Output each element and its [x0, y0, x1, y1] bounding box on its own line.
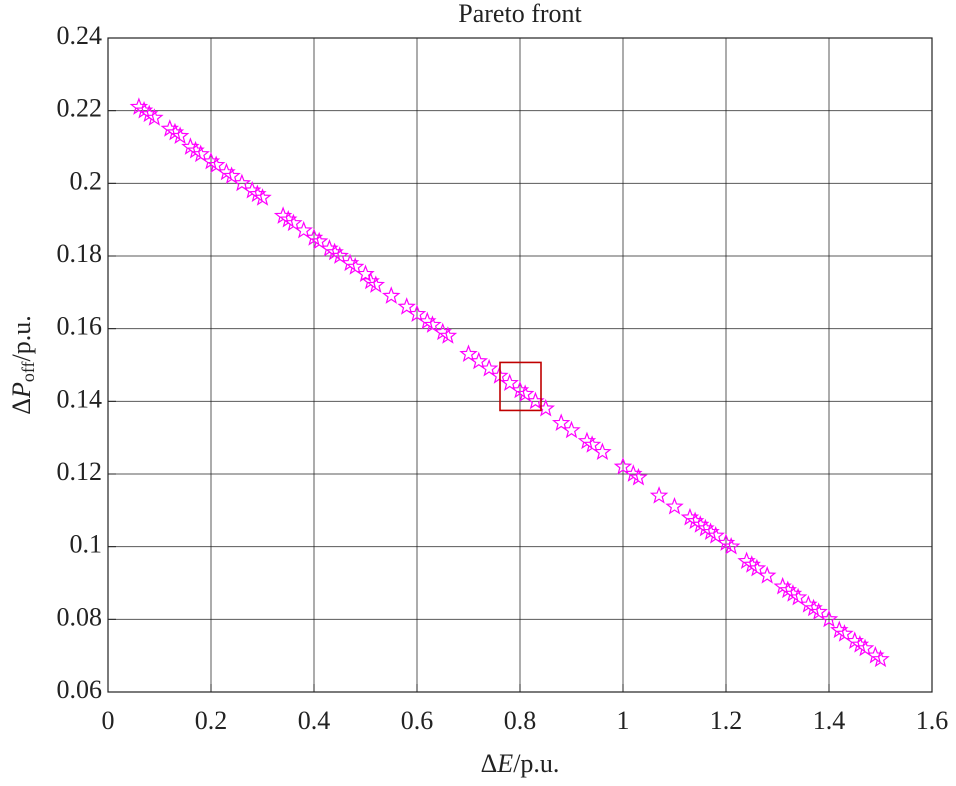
x-tick-label: 0.2 [195, 706, 228, 735]
point [582, 435, 602, 453]
x-label-part: E [496, 749, 513, 778]
plot-frame [107, 37, 933, 693]
point [284, 213, 303, 232]
point [515, 384, 535, 402]
point [191, 144, 210, 163]
y-axis-label: ΔPoff/p.u. [7, 315, 38, 415]
point [356, 264, 375, 283]
y-label-part: P [7, 382, 36, 399]
point [438, 326, 458, 344]
point [433, 322, 452, 341]
x-axis-label: ΔE/p.u. [481, 749, 560, 778]
x-tick-label: 1.2 [710, 706, 743, 735]
point [170, 126, 190, 144]
point [232, 173, 252, 192]
y-label-part: Δ [7, 398, 36, 415]
point [551, 413, 571, 431]
x-tick-label: 1.6 [916, 706, 949, 735]
point [809, 602, 828, 620]
highlight-box [499, 361, 542, 412]
x-tick-label: 0.4 [298, 706, 331, 735]
point [665, 496, 684, 515]
y-tick-label: 0.12 [57, 457, 103, 486]
x-label-part: Δ [481, 749, 498, 778]
point [366, 275, 386, 293]
point [294, 220, 313, 239]
x-tick-label: 0.8 [504, 706, 537, 735]
y-tick-label: 0.16 [57, 312, 103, 341]
point [871, 649, 890, 668]
point [145, 108, 164, 126]
y-label-part: off [18, 361, 38, 382]
point [788, 587, 808, 606]
point [500, 373, 519, 392]
point [206, 155, 226, 174]
y-tick-label: 0.1 [70, 530, 103, 559]
point [855, 638, 875, 657]
y-tick-label: 0.22 [57, 94, 103, 123]
x-tick-label: 0 [102, 706, 115, 735]
point [382, 286, 401, 304]
point [423, 315, 442, 333]
x-tick-label: 1 [617, 706, 630, 735]
y-tick-label: 0.18 [57, 239, 103, 268]
point [407, 304, 427, 322]
point [397, 297, 416, 315]
point [345, 257, 365, 275]
point [830, 620, 849, 639]
point [706, 526, 725, 544]
chart-title: Pareto front [458, 0, 582, 28]
point [340, 253, 360, 272]
point [459, 344, 478, 362]
point [217, 162, 236, 181]
point [469, 351, 489, 370]
y-tick-label: 0.06 [57, 675, 103, 704]
point [835, 624, 854, 642]
point [562, 420, 581, 439]
point [819, 609, 839, 628]
point [747, 558, 767, 577]
y-tick-label: 0.2 [70, 166, 103, 195]
y-tick-label: 0.08 [57, 602, 103, 631]
point [536, 398, 555, 417]
point [593, 442, 612, 461]
point [479, 358, 499, 377]
y-tick-label: 0.14 [57, 384, 103, 413]
point [649, 486, 669, 504]
point [624, 464, 643, 482]
point [309, 231, 329, 250]
point [253, 188, 272, 206]
point [418, 311, 437, 330]
point [577, 431, 597, 450]
y-label-part: /p.u. [7, 315, 36, 361]
point [613, 457, 633, 475]
point [757, 566, 777, 584]
x-label-part: /p.u. [513, 749, 559, 778]
x-tick-label: 1.4 [813, 706, 846, 735]
point [330, 246, 349, 264]
point [866, 645, 885, 664]
point [222, 166, 241, 184]
point [629, 467, 648, 486]
x-tick-label: 0.6 [401, 706, 434, 735]
point [721, 536, 741, 555]
y-tick-label: 0.24 [57, 21, 103, 50]
